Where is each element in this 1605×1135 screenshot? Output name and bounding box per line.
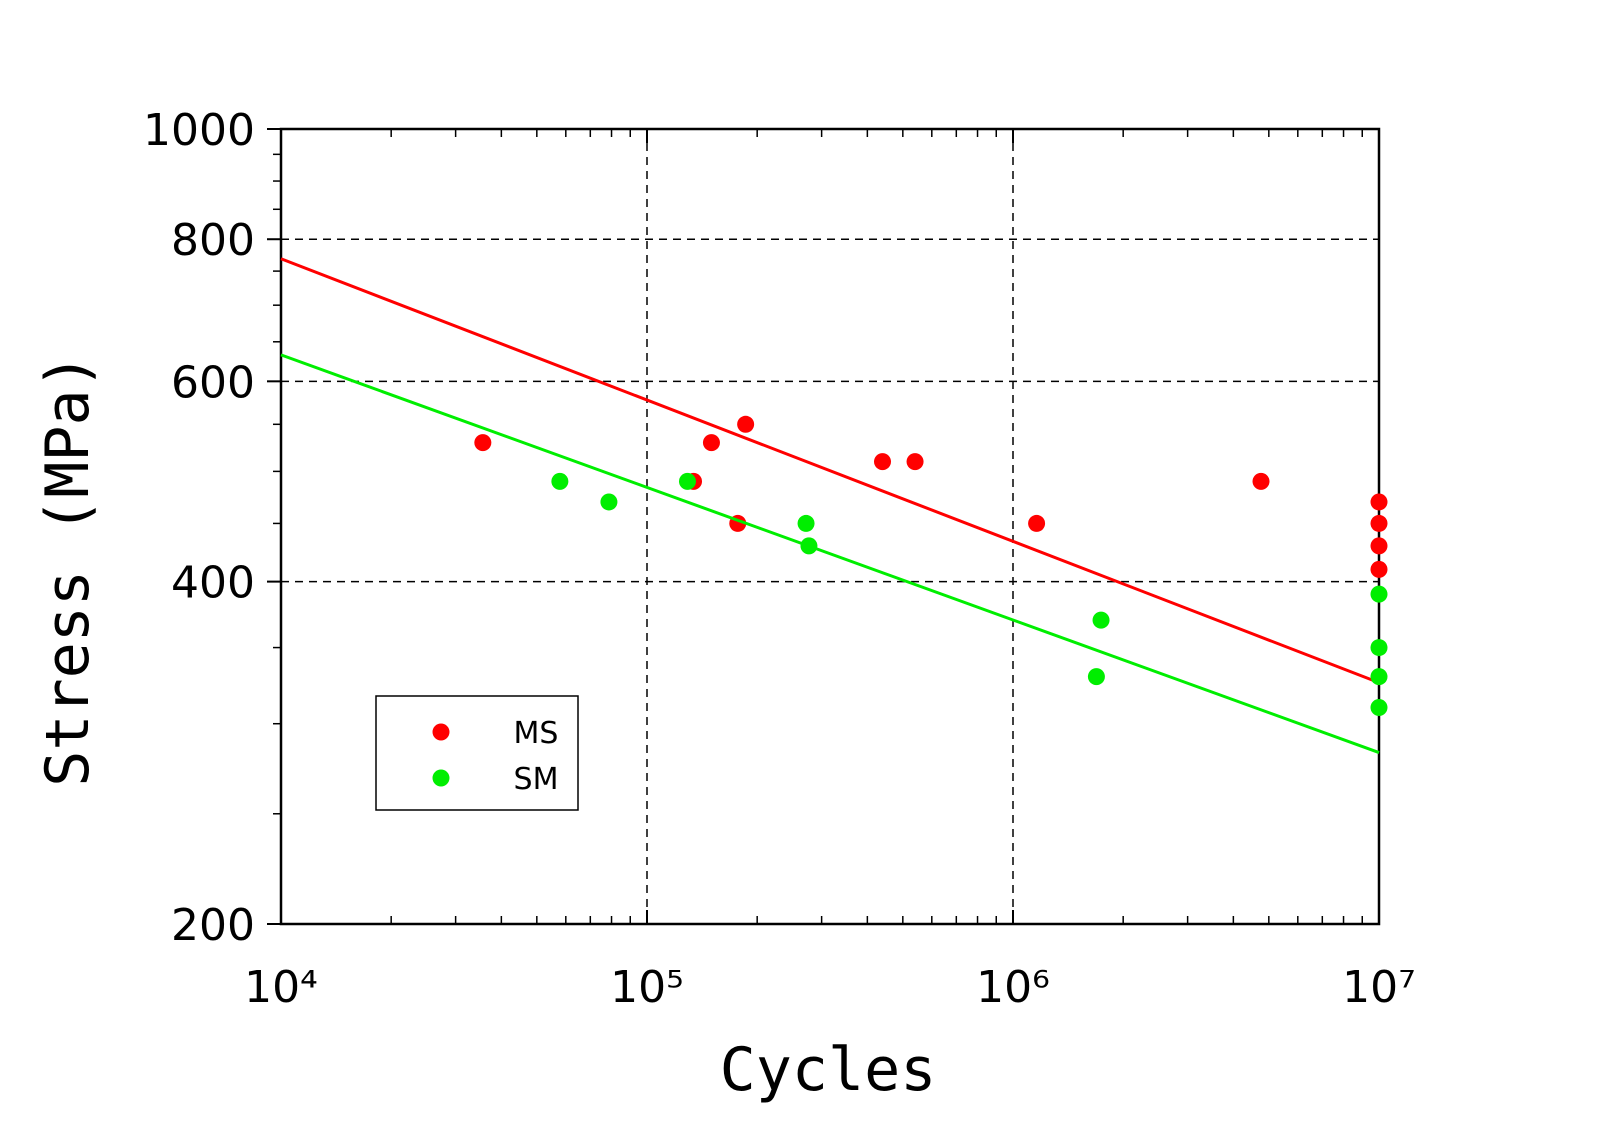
- legend-marker: [432, 769, 450, 787]
- data-point: [1370, 668, 1388, 686]
- y-tick-label: 600: [171, 357, 255, 408]
- data-point: [1370, 514, 1388, 532]
- data-point: [906, 453, 924, 471]
- data-point: [1087, 668, 1105, 686]
- data-point: [1252, 472, 1270, 490]
- data-point: [1370, 560, 1388, 578]
- y-axis-label: Stress (MPa): [33, 353, 103, 786]
- data-point: [874, 453, 892, 471]
- data-point: [1370, 585, 1388, 603]
- fit-line: [280, 257, 1380, 685]
- data-point: [800, 537, 818, 555]
- x-tick-label: 10⁵: [610, 962, 684, 1013]
- data-point: [1092, 611, 1110, 629]
- data-point: [600, 493, 618, 511]
- data-point: [797, 514, 815, 532]
- fit-line: [280, 353, 1380, 754]
- y-tick-label: 1000: [143, 105, 255, 156]
- data-point: [551, 472, 569, 490]
- data-point: [678, 472, 696, 490]
- y-tick-label: 400: [171, 558, 255, 609]
- x-tick-label: 10⁶: [976, 962, 1050, 1013]
- data-point: [1370, 493, 1388, 511]
- legend-marker: [432, 723, 450, 741]
- x-tick-label: 10⁴: [244, 962, 318, 1013]
- y-tick-label: 800: [171, 215, 255, 266]
- data-point: [1370, 537, 1388, 555]
- legend-label: SM: [514, 762, 559, 797]
- y-tick-label: 200: [171, 900, 255, 951]
- data-point: [737, 415, 755, 433]
- data-point: [474, 434, 492, 452]
- legend-label: MS: [514, 716, 559, 751]
- legend-box: [375, 695, 579, 811]
- data-point: [1370, 639, 1388, 657]
- data-point: [1028, 514, 1046, 532]
- data-point: [702, 434, 720, 452]
- x-axis-label: Cycles: [720, 1035, 937, 1105]
- data-point: [1370, 699, 1388, 717]
- x-tick-label: 10⁷: [1342, 962, 1416, 1013]
